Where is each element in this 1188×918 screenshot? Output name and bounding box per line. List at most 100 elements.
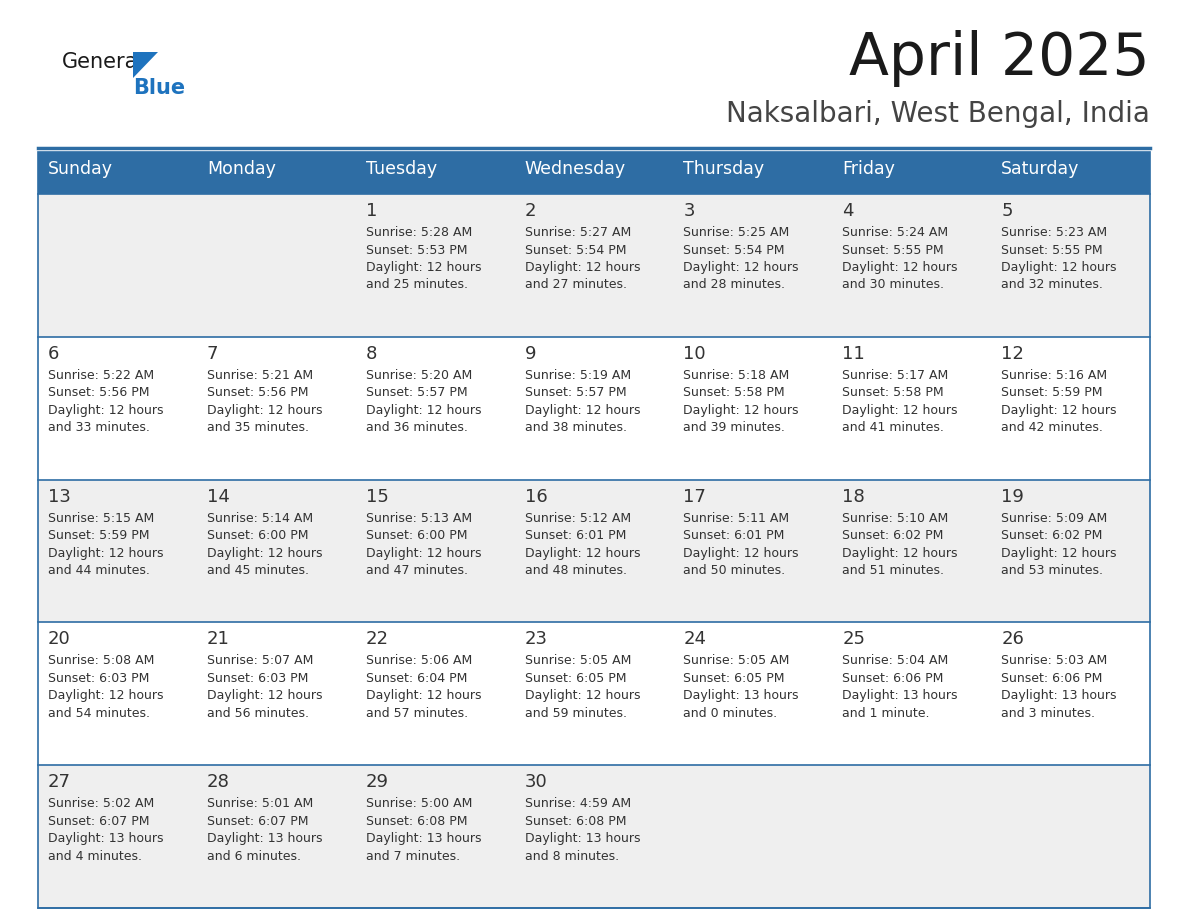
Text: 1: 1 (366, 202, 377, 220)
Bar (674, 152, 833, 194)
Text: Sunset: 6:01 PM: Sunset: 6:01 PM (525, 529, 626, 543)
Text: 16: 16 (525, 487, 548, 506)
Text: Sunrise: 5:02 AM: Sunrise: 5:02 AM (48, 797, 154, 811)
Bar (38, 479, 1150, 622)
Text: Saturday: Saturday (1001, 160, 1080, 178)
Text: and 51 minutes.: and 51 minutes. (842, 564, 944, 577)
Text: Sunset: 6:07 PM: Sunset: 6:07 PM (207, 814, 309, 828)
Text: 29: 29 (366, 773, 388, 791)
Text: Sunset: 6:06 PM: Sunset: 6:06 PM (842, 672, 943, 685)
Text: 24: 24 (683, 631, 707, 648)
Text: Sunday: Sunday (48, 160, 113, 178)
Text: and 57 minutes.: and 57 minutes. (366, 707, 468, 720)
Text: 21: 21 (207, 631, 229, 648)
Text: Sunrise: 5:25 AM: Sunrise: 5:25 AM (683, 226, 790, 239)
Text: Wednesday: Wednesday (525, 160, 626, 178)
Text: Sunset: 5:58 PM: Sunset: 5:58 PM (842, 386, 944, 399)
Text: Sunrise: 5:03 AM: Sunrise: 5:03 AM (1001, 655, 1107, 667)
Bar (355, 152, 514, 194)
Text: Sunset: 6:02 PM: Sunset: 6:02 PM (842, 529, 943, 543)
Bar (38, 152, 1150, 908)
Bar (38, 337, 1150, 479)
Text: Sunrise: 5:12 AM: Sunrise: 5:12 AM (525, 511, 631, 524)
Text: Sunrise: 5:22 AM: Sunrise: 5:22 AM (48, 369, 154, 382)
Text: and 33 minutes.: and 33 minutes. (48, 421, 150, 434)
Text: Daylight: 12 hours: Daylight: 12 hours (207, 689, 322, 702)
Text: and 27 minutes.: and 27 minutes. (525, 278, 626, 292)
Text: and 42 minutes.: and 42 minutes. (1001, 421, 1102, 434)
Text: Sunrise: 5:20 AM: Sunrise: 5:20 AM (366, 369, 472, 382)
Text: and 35 minutes.: and 35 minutes. (207, 421, 309, 434)
Text: 5: 5 (1001, 202, 1012, 220)
Text: Sunrise: 5:27 AM: Sunrise: 5:27 AM (525, 226, 631, 239)
Text: Sunrise: 5:11 AM: Sunrise: 5:11 AM (683, 511, 790, 524)
Text: Naksalbari, West Bengal, India: Naksalbari, West Bengal, India (726, 100, 1150, 128)
Text: Daylight: 13 hours: Daylight: 13 hours (207, 833, 322, 845)
Text: and 56 minutes.: and 56 minutes. (207, 707, 309, 720)
Text: Sunset: 6:06 PM: Sunset: 6:06 PM (1001, 672, 1102, 685)
Text: and 8 minutes.: and 8 minutes. (525, 850, 619, 863)
Text: Sunrise: 5:17 AM: Sunrise: 5:17 AM (842, 369, 948, 382)
Text: Sunset: 6:00 PM: Sunset: 6:00 PM (207, 529, 309, 543)
Text: 2: 2 (525, 202, 536, 220)
Text: Sunrise: 4:59 AM: Sunrise: 4:59 AM (525, 797, 631, 811)
Text: Daylight: 12 hours: Daylight: 12 hours (48, 404, 164, 417)
Text: Daylight: 12 hours: Daylight: 12 hours (842, 404, 958, 417)
Text: and 28 minutes.: and 28 minutes. (683, 278, 785, 292)
Text: Daylight: 12 hours: Daylight: 12 hours (1001, 546, 1117, 560)
Text: Daylight: 12 hours: Daylight: 12 hours (366, 404, 481, 417)
Text: Sunset: 6:07 PM: Sunset: 6:07 PM (48, 814, 150, 828)
Text: Sunset: 6:03 PM: Sunset: 6:03 PM (207, 672, 308, 685)
Text: 20: 20 (48, 631, 71, 648)
Bar (38, 622, 1150, 766)
Text: Daylight: 12 hours: Daylight: 12 hours (366, 689, 481, 702)
Text: Sunset: 5:57 PM: Sunset: 5:57 PM (525, 386, 626, 399)
Text: Sunset: 5:54 PM: Sunset: 5:54 PM (683, 243, 785, 256)
Bar (514, 152, 674, 194)
Text: Sunset: 5:56 PM: Sunset: 5:56 PM (207, 386, 309, 399)
Text: Sunset: 6:05 PM: Sunset: 6:05 PM (683, 672, 785, 685)
Text: and 54 minutes.: and 54 minutes. (48, 707, 150, 720)
Text: and 38 minutes.: and 38 minutes. (525, 421, 626, 434)
Text: Sunset: 6:02 PM: Sunset: 6:02 PM (1001, 529, 1102, 543)
Text: Sunset: 5:56 PM: Sunset: 5:56 PM (48, 386, 150, 399)
Text: 8: 8 (366, 345, 377, 363)
Text: Sunset: 6:01 PM: Sunset: 6:01 PM (683, 529, 785, 543)
Text: Sunrise: 5:19 AM: Sunrise: 5:19 AM (525, 369, 631, 382)
Text: Sunrise: 5:00 AM: Sunrise: 5:00 AM (366, 797, 472, 811)
Text: Thursday: Thursday (683, 160, 765, 178)
Text: and 53 minutes.: and 53 minutes. (1001, 564, 1104, 577)
Text: Sunrise: 5:21 AM: Sunrise: 5:21 AM (207, 369, 312, 382)
Text: Sunset: 5:59 PM: Sunset: 5:59 PM (48, 529, 150, 543)
Text: and 50 minutes.: and 50 minutes. (683, 564, 785, 577)
Text: 17: 17 (683, 487, 707, 506)
Text: Daylight: 12 hours: Daylight: 12 hours (525, 261, 640, 274)
Text: 9: 9 (525, 345, 536, 363)
Text: Daylight: 13 hours: Daylight: 13 hours (48, 833, 164, 845)
Text: Sunrise: 5:07 AM: Sunrise: 5:07 AM (207, 655, 314, 667)
Text: Sunset: 6:00 PM: Sunset: 6:00 PM (366, 529, 467, 543)
Text: Daylight: 12 hours: Daylight: 12 hours (683, 404, 798, 417)
Text: Daylight: 12 hours: Daylight: 12 hours (48, 689, 164, 702)
Text: Sunset: 5:55 PM: Sunset: 5:55 PM (842, 243, 944, 256)
Text: and 36 minutes.: and 36 minutes. (366, 421, 468, 434)
Text: Sunrise: 5:09 AM: Sunrise: 5:09 AM (1001, 511, 1107, 524)
Text: Daylight: 12 hours: Daylight: 12 hours (525, 404, 640, 417)
Text: and 39 minutes.: and 39 minutes. (683, 421, 785, 434)
Text: and 59 minutes.: and 59 minutes. (525, 707, 626, 720)
Text: and 41 minutes.: and 41 minutes. (842, 421, 944, 434)
Text: 30: 30 (525, 773, 548, 791)
Text: Daylight: 13 hours: Daylight: 13 hours (366, 833, 481, 845)
Text: Daylight: 12 hours: Daylight: 12 hours (683, 261, 798, 274)
Text: Daylight: 12 hours: Daylight: 12 hours (366, 546, 481, 560)
Text: Sunrise: 5:06 AM: Sunrise: 5:06 AM (366, 655, 472, 667)
Text: Friday: Friday (842, 160, 896, 178)
Text: Sunrise: 5:15 AM: Sunrise: 5:15 AM (48, 511, 154, 524)
Text: Sunset: 6:08 PM: Sunset: 6:08 PM (525, 814, 626, 828)
Text: Sunset: 6:05 PM: Sunset: 6:05 PM (525, 672, 626, 685)
Text: Sunrise: 5:16 AM: Sunrise: 5:16 AM (1001, 369, 1107, 382)
Bar (38, 152, 197, 194)
Bar (38, 194, 1150, 337)
Text: Daylight: 13 hours: Daylight: 13 hours (683, 689, 798, 702)
Text: Sunset: 5:55 PM: Sunset: 5:55 PM (1001, 243, 1102, 256)
